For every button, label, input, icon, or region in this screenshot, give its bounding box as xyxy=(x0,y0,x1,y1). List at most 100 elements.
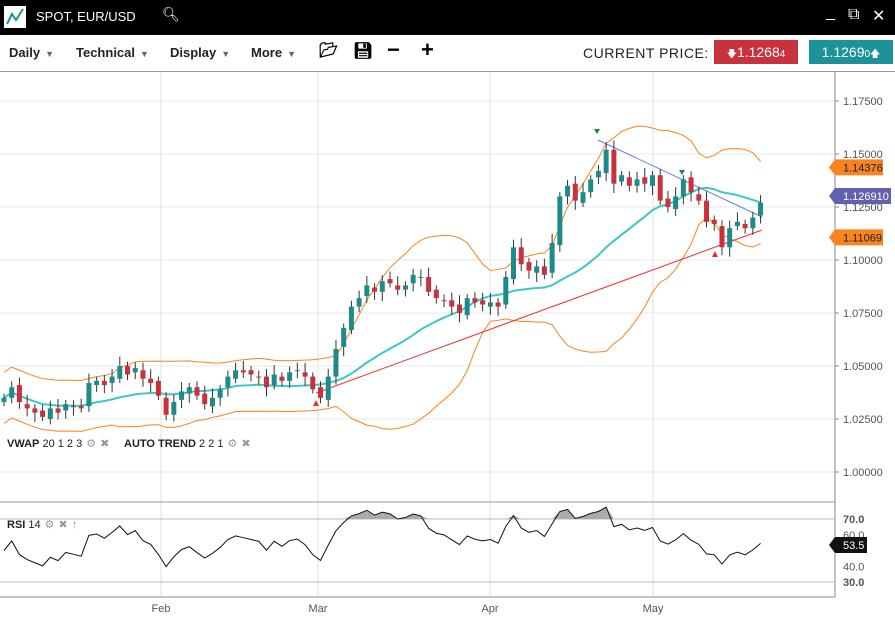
candle-body xyxy=(557,196,563,246)
candle-body xyxy=(78,406,84,409)
rsi-tick-label: 40.0 xyxy=(843,561,864,573)
candle-body xyxy=(758,202,764,216)
candle-body xyxy=(619,175,625,182)
lower-band-tag xyxy=(829,229,883,246)
candle-body xyxy=(101,380,107,386)
candle-body xyxy=(410,274,416,284)
candle-body xyxy=(704,200,710,222)
current-price-label: CURRENT PRICE: xyxy=(583,45,709,61)
minimize-icon[interactable]: _ xyxy=(826,4,835,21)
candle-body xyxy=(240,370,246,373)
candle-body xyxy=(464,298,470,316)
candle-body xyxy=(1,397,7,403)
close-icon[interactable]: ✖ xyxy=(58,519,68,531)
candle-body xyxy=(186,387,192,394)
candle-body xyxy=(248,370,254,375)
y-tick-label: 1.15000 xyxy=(843,149,883,161)
candle-body xyxy=(333,349,339,377)
candle-body xyxy=(47,408,53,419)
rsi-line xyxy=(3,506,761,568)
rsi-overbought-fill xyxy=(559,509,568,519)
candle-body xyxy=(24,404,30,409)
x-tick-label: Apr xyxy=(481,603,498,615)
candle-body xyxy=(572,183,578,201)
last-price-label: 1.126910 xyxy=(843,191,889,203)
vwap-indicator: VWAP 20 1 2 3 ⚙ ✖ xyxy=(7,438,110,450)
save-icon[interactable]: 💾︎ xyxy=(353,43,374,60)
candle-body xyxy=(86,382,92,407)
rsi-overbought-fill xyxy=(583,513,591,519)
candle-body xyxy=(511,247,517,280)
candle-body xyxy=(487,302,493,307)
gear-icon[interactable]: ⚙ xyxy=(86,438,97,450)
candle-body xyxy=(580,192,586,203)
title-bar: SPOT, EUR/USD 🔍︎ _ ⧉ ✕ xyxy=(0,0,895,35)
rsi-overbought-fill xyxy=(598,507,607,519)
candle-body xyxy=(449,300,455,307)
candle-body xyxy=(217,389,223,398)
moving-average-line xyxy=(3,186,761,407)
candle-body xyxy=(680,179,686,197)
candle-body xyxy=(318,387,324,398)
candle-body xyxy=(727,228,733,248)
candle-body xyxy=(750,217,756,229)
arrow-up-icon[interactable]: ↑ xyxy=(71,519,78,531)
candle-body xyxy=(518,247,524,265)
rsi-last-tag xyxy=(829,536,867,553)
lower-band-label: 1.11069 xyxy=(843,232,882,244)
candle-body xyxy=(387,279,393,284)
candle-body xyxy=(480,300,486,305)
y-tick-label: 1.05000 xyxy=(843,361,883,373)
ask-price-button[interactable]: 1.12690🡅 xyxy=(809,40,893,64)
candle-body xyxy=(287,372,293,381)
gear-icon[interactable]: ⚙ xyxy=(44,519,55,531)
candle-body xyxy=(742,223,748,229)
candle-body xyxy=(233,370,239,379)
search-icon[interactable]: 🔍︎ xyxy=(162,6,180,22)
candle-body xyxy=(456,304,462,313)
display-menu[interactable]: Display ▼ xyxy=(170,45,231,60)
candle-body xyxy=(271,374,277,386)
y-tick-label: 1.02500 xyxy=(843,414,883,426)
candle-body xyxy=(148,378,154,383)
candle-body xyxy=(588,179,594,193)
gear-icon[interactable]: ⚙ xyxy=(227,438,238,450)
zoom-in-icon[interactable]: + xyxy=(421,37,434,62)
more-menu[interactable]: More ▼ xyxy=(251,45,296,60)
bid-price-button[interactable]: 🡇1.12684 xyxy=(714,40,798,64)
candle-body xyxy=(734,221,740,227)
price-chart[interactable]: 1.17500 1.15000 1.12500 1.10000 1.07500 1.050… xyxy=(0,72,895,620)
candle-body xyxy=(140,370,146,379)
close-icon[interactable]: ✕ xyxy=(872,8,886,25)
candle-body xyxy=(194,387,200,396)
open-folder-icon[interactable]: 📂︎ xyxy=(319,42,339,59)
interval-menu[interactable]: Daily ▼ xyxy=(9,45,54,60)
candle-body xyxy=(179,391,185,400)
candle-body xyxy=(325,376,331,400)
close-icon[interactable]: ✖ xyxy=(100,438,110,450)
candle-body xyxy=(32,408,38,413)
candle-body xyxy=(348,306,354,330)
candle-body xyxy=(503,276,509,305)
candle-body xyxy=(94,380,100,386)
candle-body xyxy=(225,376,231,388)
candle-body xyxy=(109,376,115,383)
toolbar: Daily ▼ Technical ▼ Display ▼ More ▼ 📂︎ 💾︎ −… xyxy=(0,35,895,72)
close-icon[interactable]: ✖ xyxy=(241,438,251,450)
peak-marker xyxy=(594,129,600,134)
candle-body xyxy=(541,266,547,275)
zoom-out-icon[interactable]: − xyxy=(387,37,400,62)
x-tick-label: May xyxy=(643,603,664,615)
upper-band-label: 1.14376 xyxy=(843,162,883,174)
candle-body xyxy=(117,366,123,379)
candle-body xyxy=(341,327,347,347)
upper-band-line xyxy=(3,125,761,381)
candle-body xyxy=(209,397,215,407)
technical-menu[interactable]: Technical ▼ xyxy=(76,45,149,60)
support-trend-line xyxy=(315,229,763,394)
popout-icon[interactable]: ⧉ xyxy=(848,6,860,23)
candle-body xyxy=(356,298,362,307)
peak-marker xyxy=(679,170,685,175)
candle-body xyxy=(302,372,308,377)
candle-body xyxy=(603,149,609,174)
